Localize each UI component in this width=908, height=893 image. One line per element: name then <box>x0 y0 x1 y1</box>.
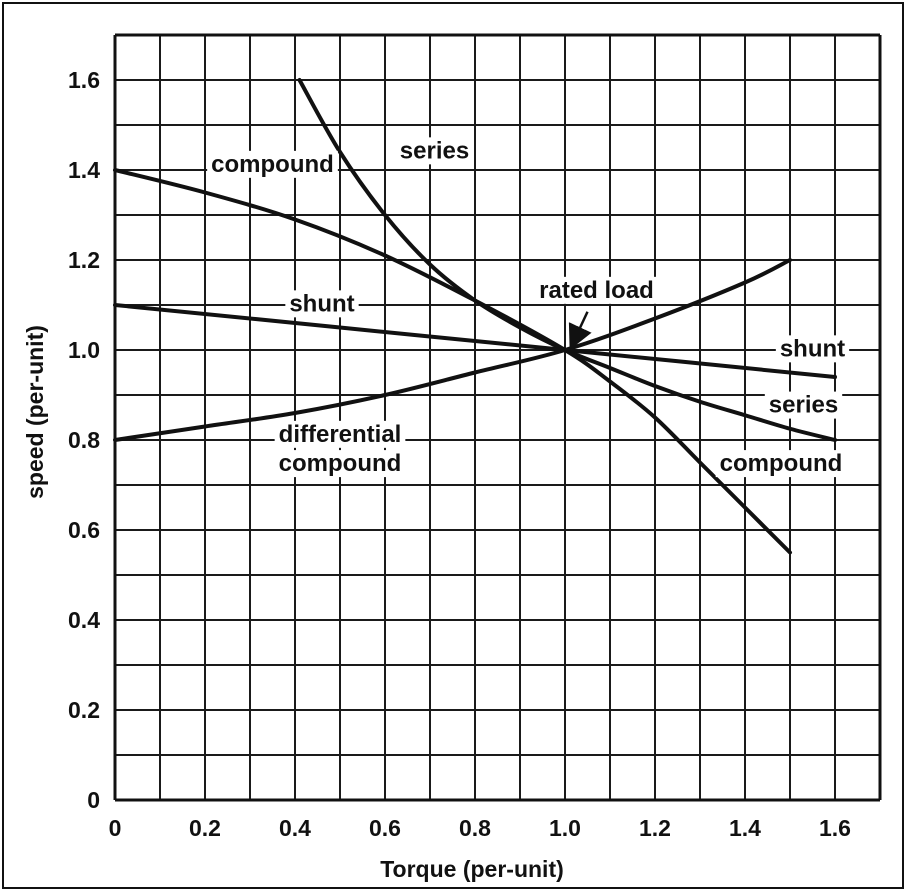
curve-label-background <box>775 335 850 363</box>
curve-label: rated load <box>539 277 654 304</box>
x-tick-label: 1.6 <box>819 815 851 841</box>
curve-label: shunt <box>289 290 354 317</box>
curve-label: series <box>400 137 469 164</box>
x-axis-title: Torque (per-unit) <box>380 856 564 882</box>
y-tick-label: 0 <box>87 787 100 813</box>
curve-label: differential <box>279 421 402 448</box>
y-tick-label: 0.2 <box>68 697 100 723</box>
curve-label: shunt <box>780 335 845 362</box>
x-tick-label: 0.4 <box>279 815 311 841</box>
curve-label-background <box>285 290 359 318</box>
curve-label: compound <box>211 151 334 178</box>
rated-load-arrow <box>568 311 592 351</box>
y-tick-label: 0.6 <box>68 517 100 543</box>
y-tick-label: 1.4 <box>68 157 100 183</box>
curve-label-background <box>715 450 847 478</box>
y-axis-title: speed (per-unit) <box>22 325 48 499</box>
curve-label-background <box>535 276 658 304</box>
x-tick-label: 1.4 <box>729 815 761 841</box>
curve-label-background <box>764 391 843 419</box>
y-tick-label: 1.2 <box>68 247 100 273</box>
curve-labels: series compound shunt rated load differentia… <box>207 137 850 478</box>
tick-labels: 0 0.2 0.4 0.6 0.8 1.0 1.2 1.4 1.6 0 0.2 0.4 0.6 0.8 1.… <box>68 67 851 841</box>
x-tick-label: 1.2 <box>639 815 671 841</box>
y-tick-label: 1.6 <box>68 67 100 93</box>
y-tick-label: 1.0 <box>68 337 100 363</box>
x-tick-label: 1.0 <box>549 815 581 841</box>
series-line-shunt <box>113 303 837 379</box>
curve-label-background <box>207 150 338 178</box>
y-tick-label: 0.4 <box>68 607 100 633</box>
x-tick-label: 0.2 <box>189 815 221 841</box>
curve-label-background <box>274 450 406 478</box>
curve-label-background <box>274 420 406 448</box>
x-tick-label: 0 <box>109 815 122 841</box>
curve-label: compound <box>720 450 843 477</box>
curves <box>113 78 837 555</box>
series-line-compound <box>113 168 792 555</box>
x-tick-label: 0.6 <box>369 815 401 841</box>
series-line-differential-compound <box>113 258 792 442</box>
curve-label: compound <box>279 450 402 477</box>
curve-label-background <box>395 137 474 165</box>
curve-label: series <box>769 392 838 419</box>
x-tick-label: 0.8 <box>459 815 491 841</box>
y-tick-label: 0.8 <box>68 427 100 453</box>
